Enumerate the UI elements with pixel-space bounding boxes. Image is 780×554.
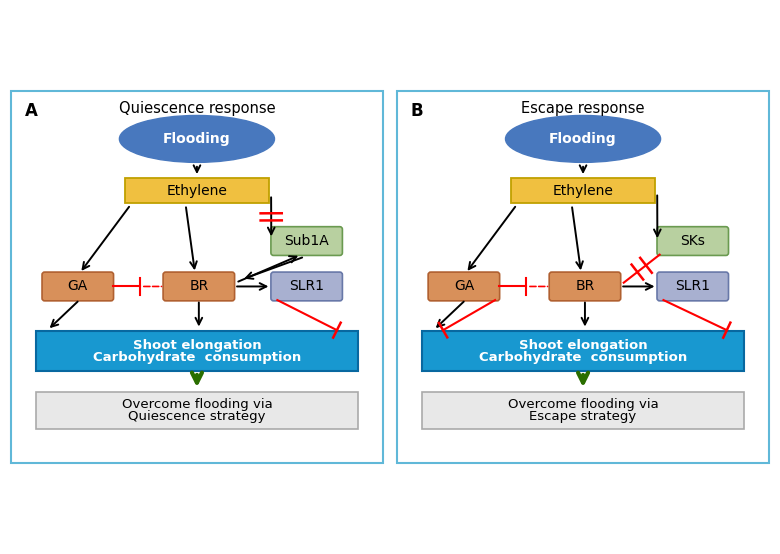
Text: Shoot elongation: Shoot elongation [133, 339, 261, 352]
FancyBboxPatch shape [36, 331, 358, 371]
Text: Ethylene: Ethylene [166, 184, 228, 198]
Text: BR: BR [190, 279, 208, 294]
Text: Escape strategy: Escape strategy [530, 411, 636, 423]
Text: Flooding: Flooding [163, 132, 231, 146]
FancyBboxPatch shape [125, 178, 269, 203]
Ellipse shape [505, 115, 661, 162]
FancyBboxPatch shape [42, 272, 114, 301]
Text: Carbohydrate  consumption: Carbohydrate consumption [479, 351, 687, 364]
FancyBboxPatch shape [271, 227, 342, 255]
Text: B: B [411, 102, 424, 120]
Text: Quiescence response: Quiescence response [119, 101, 275, 116]
FancyBboxPatch shape [163, 272, 235, 301]
FancyBboxPatch shape [511, 178, 655, 203]
FancyBboxPatch shape [397, 91, 769, 463]
FancyBboxPatch shape [549, 272, 621, 301]
FancyBboxPatch shape [11, 91, 383, 463]
Text: SLR1: SLR1 [675, 279, 711, 294]
Text: Shoot elongation: Shoot elongation [519, 339, 647, 352]
FancyBboxPatch shape [422, 331, 744, 371]
Text: GA: GA [454, 279, 474, 294]
FancyBboxPatch shape [271, 272, 342, 301]
FancyBboxPatch shape [36, 392, 358, 429]
Text: Overcome flooding via: Overcome flooding via [508, 398, 658, 412]
FancyBboxPatch shape [657, 272, 729, 301]
Text: Sub1A: Sub1A [284, 234, 329, 248]
Ellipse shape [119, 115, 275, 162]
FancyBboxPatch shape [657, 227, 729, 255]
Text: BR: BR [576, 279, 594, 294]
FancyBboxPatch shape [422, 392, 744, 429]
Text: SKs: SKs [680, 234, 705, 248]
Text: Carbohydrate  consumption: Carbohydrate consumption [93, 351, 301, 364]
Text: Ethylene: Ethylene [552, 184, 614, 198]
Text: Overcome flooding via: Overcome flooding via [122, 398, 272, 412]
Text: Escape response: Escape response [521, 101, 645, 116]
Text: Flooding: Flooding [549, 132, 617, 146]
Text: Quiescence strategy: Quiescence strategy [128, 411, 266, 423]
Text: GA: GA [68, 279, 88, 294]
Text: A: A [25, 102, 37, 120]
FancyBboxPatch shape [428, 272, 500, 301]
Text: SLR1: SLR1 [289, 279, 324, 294]
